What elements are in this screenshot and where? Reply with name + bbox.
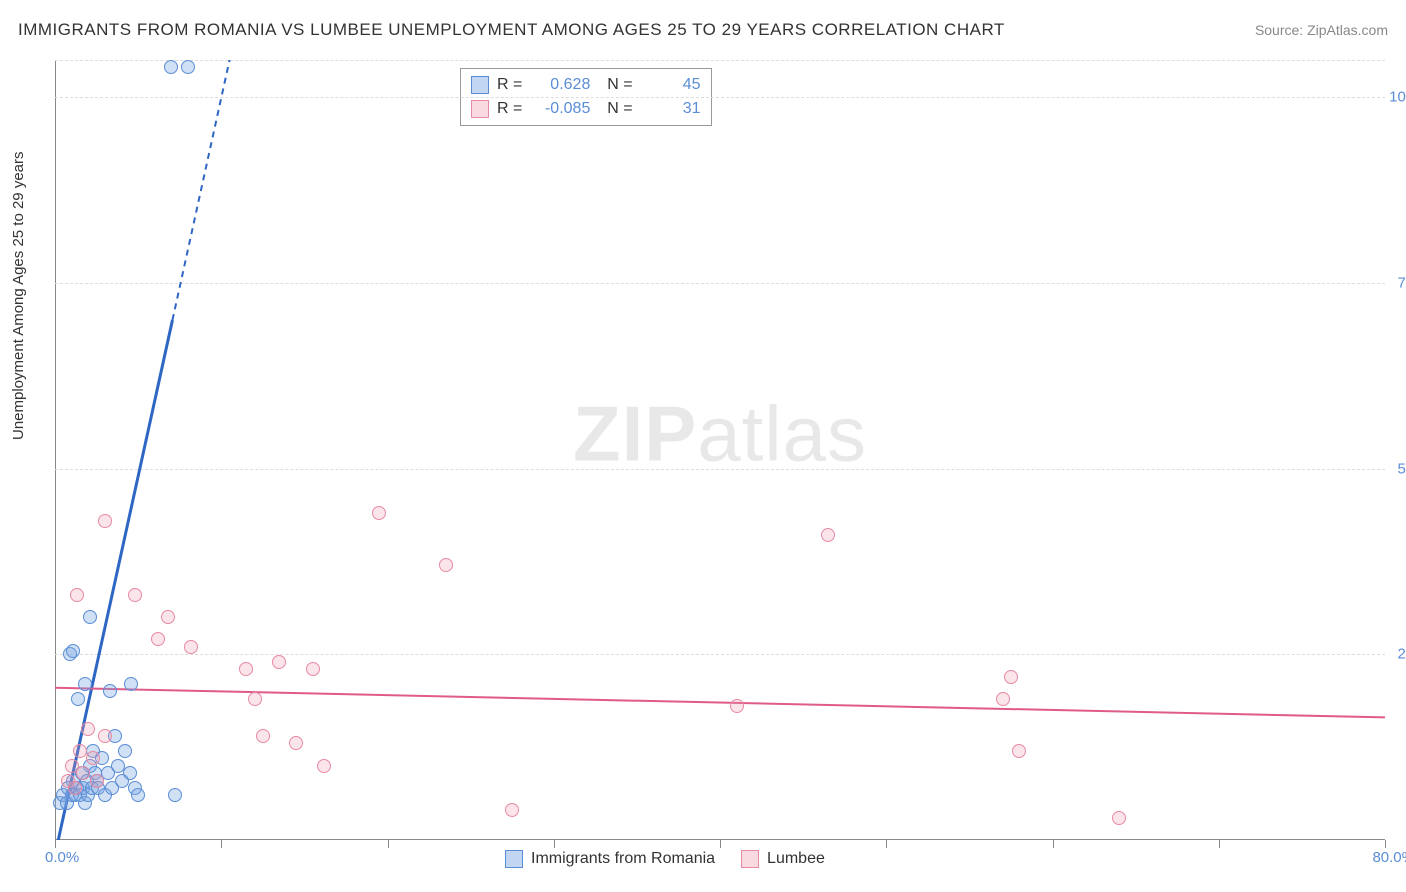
- r-label: R =: [497, 97, 522, 121]
- data-point: [124, 677, 138, 691]
- watermark: ZIPatlas: [573, 389, 867, 480]
- y-tick-label: 50.0%: [1397, 460, 1406, 477]
- data-point: [103, 684, 117, 698]
- data-point: [131, 788, 145, 802]
- gridline: [55, 60, 1385, 61]
- gridline: [55, 469, 1385, 470]
- y-axis-line: [55, 60, 56, 840]
- data-point: [289, 736, 303, 750]
- n-label: N =: [598, 73, 632, 97]
- data-point: [505, 803, 519, 817]
- data-point: [83, 610, 97, 624]
- x-tick: [886, 840, 887, 848]
- r-value-0: 0.628: [530, 73, 590, 97]
- data-point: [184, 640, 198, 654]
- data-point: [98, 514, 112, 528]
- y-axis-label: Unemployment Among Ages 25 to 29 years: [10, 151, 27, 440]
- data-point: [730, 699, 744, 713]
- data-point: [161, 610, 175, 624]
- gridline: [55, 97, 1385, 98]
- x-tick: [554, 840, 555, 848]
- data-point: [256, 729, 270, 743]
- swatch-blue-icon: [505, 850, 523, 868]
- y-tick-label: 25.0%: [1397, 646, 1406, 663]
- r-label: R =: [497, 73, 522, 97]
- x-tick: [1385, 840, 1386, 848]
- legend-item-0: Immigrants from Romania: [505, 850, 715, 868]
- swatch-pink-icon: [471, 100, 489, 118]
- data-point: [272, 655, 286, 669]
- chart-header: IMMIGRANTS FROM ROMANIA VS LUMBEE UNEMPL…: [18, 20, 1388, 40]
- data-point: [164, 60, 178, 74]
- swatch-blue-icon: [471, 76, 489, 94]
- data-point: [821, 528, 835, 542]
- watermark-bold: ZIP: [573, 390, 697, 478]
- source-attribution: Source: ZipAtlas.com: [1255, 22, 1388, 38]
- data-point: [248, 692, 262, 706]
- r-value-1: -0.085: [530, 97, 590, 121]
- gridline: [55, 283, 1385, 284]
- data-point: [76, 766, 90, 780]
- data-point: [1012, 744, 1026, 758]
- data-point: [70, 588, 84, 602]
- y-tick-label: 75.0%: [1397, 274, 1406, 291]
- legend-item-1: Lumbee: [741, 850, 825, 868]
- n-value-1: 31: [641, 97, 701, 121]
- y-tick-label: 100.0%: [1389, 89, 1406, 106]
- data-point: [78, 677, 92, 691]
- data-point: [439, 558, 453, 572]
- data-point: [118, 744, 132, 758]
- data-point: [1004, 670, 1018, 684]
- data-point: [996, 692, 1010, 706]
- x-tick: [221, 840, 222, 848]
- data-point: [181, 60, 195, 74]
- data-point: [372, 506, 386, 520]
- x-tick: [55, 840, 56, 848]
- data-point: [90, 774, 104, 788]
- x-axis-origin-label: 0.0%: [45, 849, 79, 866]
- data-point: [68, 781, 82, 795]
- stats-row-series-1: R = -0.085 N = 31: [471, 97, 701, 121]
- data-point: [317, 759, 331, 773]
- legend-label-0: Immigrants from Romania: [531, 850, 715, 868]
- gridline: [55, 654, 1385, 655]
- data-point: [73, 744, 87, 758]
- n-label: N =: [598, 97, 632, 121]
- data-point: [151, 632, 165, 646]
- trend-lines-layer: [55, 60, 1385, 840]
- data-point: [128, 588, 142, 602]
- stats-row-series-0: R = 0.628 N = 45: [471, 73, 701, 97]
- x-tick: [720, 840, 721, 848]
- watermark-rest: atlas: [697, 390, 867, 478]
- data-point: [71, 692, 85, 706]
- n-value-0: 45: [641, 73, 701, 97]
- x-axis-end-label: 80.0%: [1372, 849, 1406, 866]
- data-point: [81, 722, 95, 736]
- scatter-plot-area: ZIPatlas R = 0.628 N = 45 R = -0.085 N =…: [55, 60, 1385, 840]
- data-point: [86, 751, 100, 765]
- swatch-pink-icon: [741, 850, 759, 868]
- data-point: [1112, 811, 1126, 825]
- data-point: [123, 766, 137, 780]
- x-tick: [388, 840, 389, 848]
- data-point: [168, 788, 182, 802]
- x-tick: [1219, 840, 1220, 848]
- legend-label-1: Lumbee: [767, 850, 825, 868]
- x-tick: [1053, 840, 1054, 848]
- series-legend: Immigrants from Romania Lumbee: [505, 850, 825, 868]
- chart-title: IMMIGRANTS FROM ROMANIA VS LUMBEE UNEMPL…: [18, 20, 1005, 40]
- data-point: [306, 662, 320, 676]
- data-point: [239, 662, 253, 676]
- data-point: [66, 644, 80, 658]
- data-point: [98, 729, 112, 743]
